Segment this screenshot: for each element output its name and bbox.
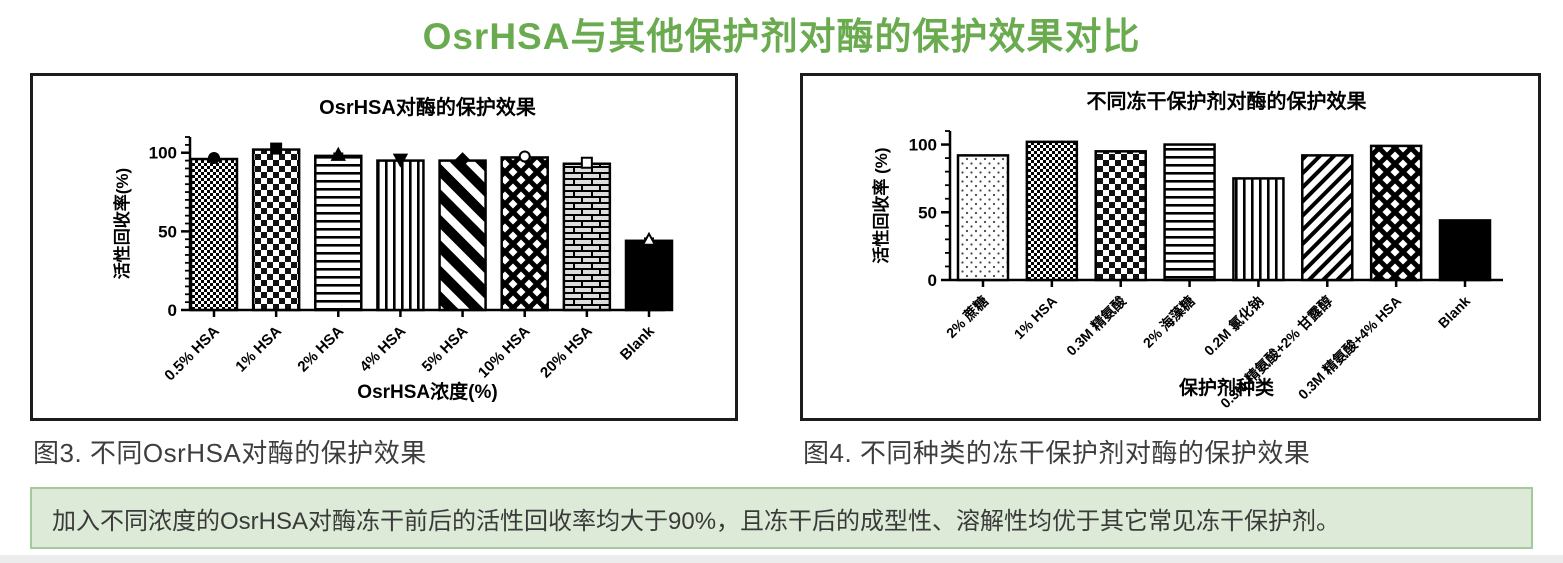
svg-text:保护剂种类: 保护剂种类 — [1178, 376, 1274, 399]
svg-text:2% HSA: 2% HSA — [294, 323, 347, 376]
svg-text:0.5% HSA: 0.5% HSA — [161, 323, 223, 385]
svg-text:20% HSA: 20% HSA — [537, 323, 596, 382]
svg-text:0: 0 — [168, 301, 177, 320]
svg-text:50: 50 — [158, 222, 177, 241]
figure4-caption: 图4. 不同种类的冻干保护剂对酶的保护效果 — [803, 438, 1311, 468]
summary-note: 加入不同浓度的OsrHSA对酶冻干前后的活性回收率均大于90%，且冻干后的成型性… — [30, 487, 1533, 549]
svg-text:100: 100 — [909, 136, 937, 155]
summary-note-text: 加入不同浓度的OsrHSA对酶冻干前后的活性回收率均大于90%，且冻干后的成型性… — [52, 507, 1341, 535]
svg-text:不同冻干保护剂对酶的保护效果: 不同冻干保护剂对酶的保护效果 — [1087, 89, 1367, 113]
svg-text:OsrHSA对酶的保护效果: OsrHSA对酶的保护效果 — [319, 95, 536, 119]
figure3-bar-chart: OsrHSA对酶的保护效果 0 50 100 活性回收率(%) 0.5% HSA 1% HS… — [112, 95, 674, 403]
svg-text:5% HSA: 5% HSA — [419, 323, 472, 376]
svg-text:0.2M 氯化钠: 0.2M 氯化钠 — [1201, 293, 1267, 359]
svg-text:1% HSA: 1% HSA — [232, 323, 285, 376]
svg-text:1% HSA: 1% HSA — [1011, 293, 1060, 342]
page-bottom-edge — [0, 555, 1563, 563]
svg-text:0: 0 — [928, 271, 937, 290]
figure3-caption: 图3. 不同OsrHSA对酶的保护效果 — [33, 438, 427, 468]
figure3-panel: OsrHSA对酶的保护效果 0 50 100 活性回收率(%) 0.5% HSA 1% HS… — [30, 73, 738, 421]
svg-text:100: 100 — [149, 144, 177, 163]
page-title: OsrHSA与其他保护剂对酶的保护效果对比 — [422, 16, 1141, 57]
svg-text:0.3M 精氨酸: 0.3M 精氨酸 — [1063, 292, 1129, 358]
svg-text:活性回收率 (%): 活性回收率 (%) — [871, 147, 891, 263]
svg-text:活性回收率(%): 活性回收率(%) — [112, 168, 132, 279]
figure4-panel: 不同冻干保护剂对酶的保护效果 0 50 100 活性回收率 (%) 2% 蔗糖 1% HSA… — [800, 73, 1541, 421]
svg-text:4% HSA: 4% HSA — [357, 323, 410, 376]
svg-text:50: 50 — [918, 203, 937, 222]
svg-text:10% HSA: 10% HSA — [475, 323, 534, 382]
svg-text:2% 海藻糖: 2% 海藻糖 — [1140, 293, 1198, 351]
figure4-bar-chart: 不同冻干保护剂对酶的保护效果 0 50 100 活性回收率 (%) 2% 蔗糖 1% HSA… — [871, 89, 1503, 411]
svg-text:Blank: Blank — [617, 322, 658, 363]
svg-text:OsrHSA浓度(%): OsrHSA浓度(%) — [357, 380, 497, 403]
svg-text:Blank: Blank — [1435, 293, 1473, 331]
svg-text:2% 蔗糖: 2% 蔗糖 — [943, 293, 991, 341]
